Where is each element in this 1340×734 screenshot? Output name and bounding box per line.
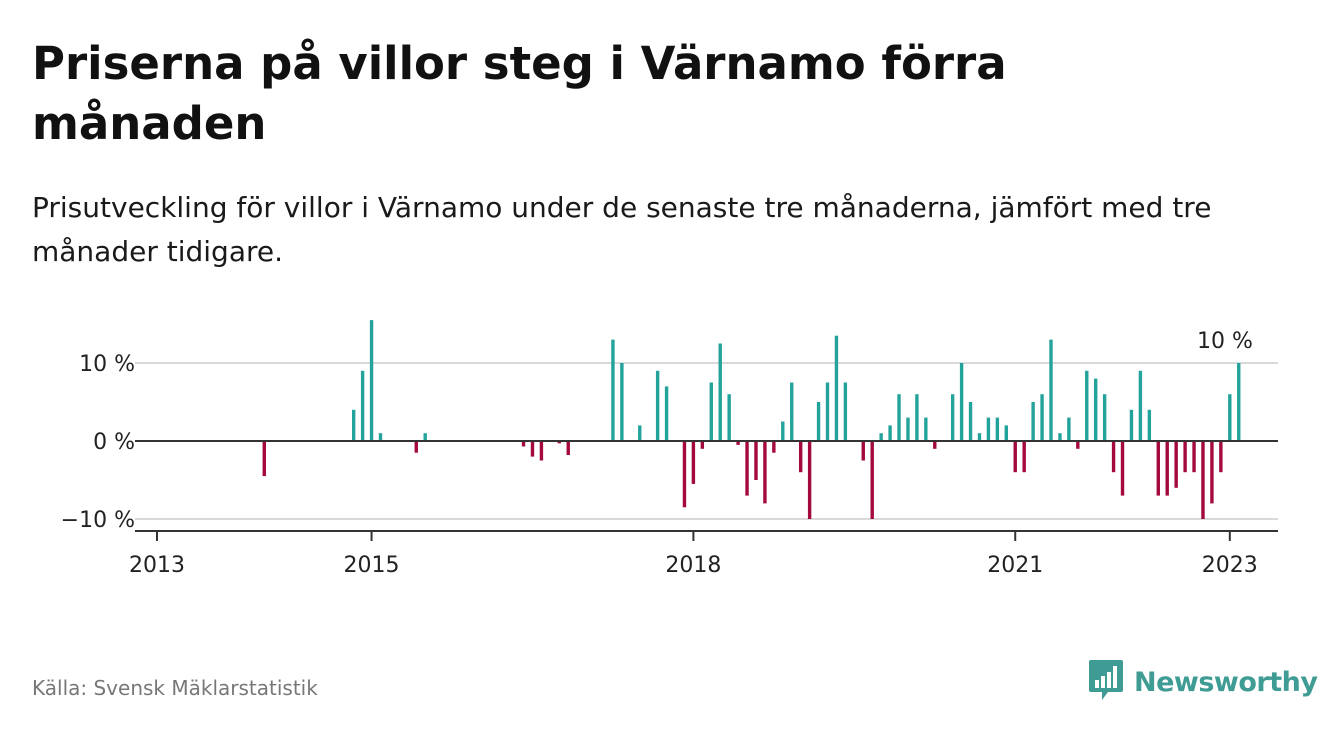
y-tick-label: 10 % — [79, 352, 135, 377]
bar — [843, 382, 848, 441]
bar — [1237, 363, 1241, 441]
bar — [1031, 402, 1035, 441]
bar — [1228, 394, 1232, 441]
bar — [369, 320, 374, 441]
bar — [521, 441, 526, 447]
bar — [906, 417, 910, 441]
bar — [772, 441, 776, 453]
bar — [262, 441, 266, 477]
bar — [1094, 378, 1098, 441]
bar — [1085, 370, 1089, 441]
x-tick-label: 2013 — [129, 553, 185, 578]
bar — [691, 441, 696, 484]
brand-logo: Newsworthy — [1088, 658, 1318, 706]
bar — [682, 441, 687, 508]
bar — [539, 441, 544, 461]
bar — [414, 441, 418, 453]
source-note: Källa: Svensk Mäklarstatistik — [32, 676, 318, 700]
bar — [1111, 441, 1116, 473]
bar — [977, 433, 982, 441]
bar — [1219, 441, 1223, 473]
bar — [700, 441, 705, 449]
bar — [1129, 409, 1134, 441]
x-tick-label: 2018 — [665, 553, 721, 578]
bar — [360, 370, 365, 441]
bar — [664, 386, 669, 441]
bar — [915, 394, 919, 441]
bar — [1165, 441, 1169, 496]
bar — [807, 441, 812, 519]
bar — [933, 441, 937, 449]
bar — [638, 425, 642, 441]
chart-subtitle: Prisutveckling för villor i Värnamo unde… — [32, 191, 1212, 268]
bar — [924, 417, 928, 441]
bar — [620, 363, 624, 441]
bar — [834, 335, 839, 441]
bar — [986, 417, 991, 441]
brand-name: Newsworthy — [1134, 666, 1318, 698]
bar — [816, 402, 821, 441]
bar — [1013, 441, 1017, 473]
bar — [1138, 370, 1143, 441]
bar — [888, 425, 892, 441]
bar — [950, 394, 955, 441]
bar — [1156, 441, 1160, 496]
bar — [861, 441, 865, 461]
bar — [870, 441, 874, 519]
bar — [611, 339, 615, 441]
bar — [655, 370, 660, 441]
bar — [1067, 417, 1071, 441]
bar — [1049, 339, 1053, 441]
bar — [790, 382, 794, 441]
bar — [718, 343, 722, 441]
bar — [798, 441, 803, 473]
x-tick-label: 2015 — [344, 553, 400, 578]
bar — [781, 421, 785, 441]
bar — [1058, 433, 1062, 441]
bar — [959, 363, 964, 441]
x-tick-label: 2023 — [1202, 553, 1258, 578]
bar — [1120, 441, 1125, 496]
bar — [727, 394, 731, 441]
bar — [378, 433, 383, 441]
bar — [1004, 425, 1008, 441]
bar — [351, 409, 356, 441]
bar — [1102, 394, 1107, 441]
bar — [557, 441, 561, 444]
chart-title: Priserna på villor steg i Värnamo förra … — [32, 37, 1007, 150]
bar — [968, 402, 973, 441]
bar — [1147, 409, 1152, 441]
bar — [1192, 441, 1196, 473]
bar — [763, 441, 767, 504]
bar — [1040, 394, 1044, 441]
bar — [745, 441, 749, 496]
bar — [423, 433, 427, 441]
bar — [1076, 441, 1080, 449]
bar — [736, 441, 740, 445]
bar — [1183, 441, 1187, 473]
bar — [530, 441, 535, 457]
bar — [995, 417, 1000, 441]
bar — [1210, 441, 1214, 504]
bar — [879, 433, 883, 441]
bar — [754, 441, 758, 480]
bar — [825, 382, 830, 441]
y-tick-label: 0 % — [93, 430, 135, 455]
bar — [566, 441, 570, 456]
x-tick-label: 2021 — [987, 553, 1043, 578]
bar — [709, 382, 713, 441]
bar — [1174, 441, 1178, 488]
bar-chart-speech-bubble-icon — [1088, 658, 1124, 706]
y-tick-label: −10 % — [61, 508, 135, 533]
bar — [897, 394, 901, 441]
bar — [1201, 441, 1205, 519]
bar — [1022, 441, 1026, 473]
last-value-annotation: 10 % — [1197, 329, 1253, 354]
